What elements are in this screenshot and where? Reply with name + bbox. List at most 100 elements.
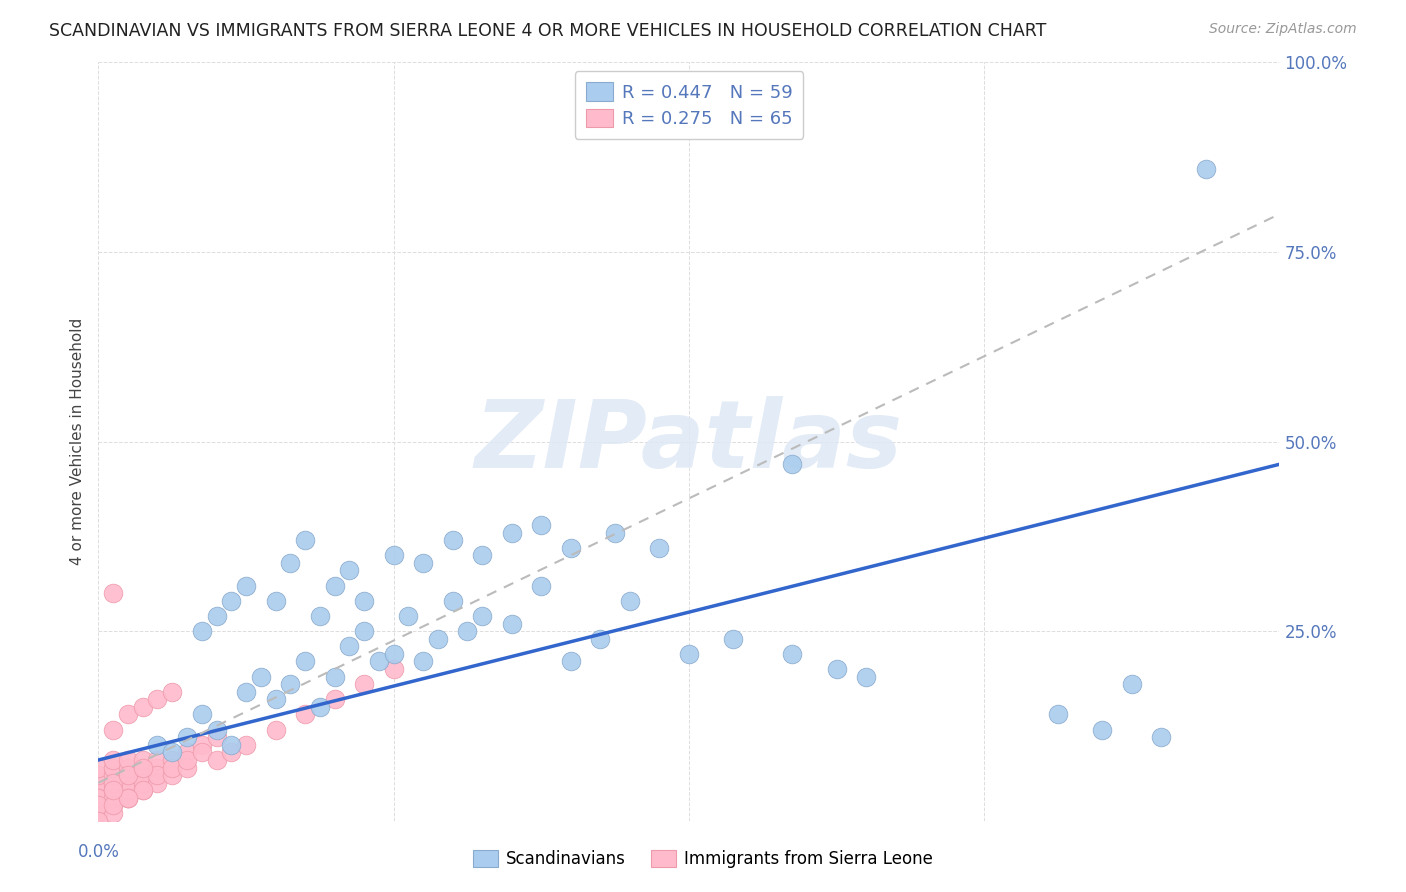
Point bbox=[205, 723, 228, 737]
Point bbox=[309, 699, 332, 714]
Point bbox=[87, 768, 110, 782]
Point bbox=[205, 730, 228, 744]
Point bbox=[723, 632, 745, 646]
Point bbox=[117, 707, 139, 722]
Point bbox=[471, 548, 494, 563]
Point bbox=[87, 760, 110, 774]
Point bbox=[87, 776, 110, 790]
Text: 0.0%: 0.0% bbox=[77, 844, 120, 862]
Point bbox=[235, 579, 257, 593]
Point bbox=[294, 655, 316, 669]
Point bbox=[412, 655, 434, 669]
Point bbox=[648, 541, 671, 555]
Point bbox=[855, 669, 877, 683]
Text: SCANDINAVIAN VS IMMIGRANTS FROM SIERRA LEONE 4 OR MORE VEHICLES IN HOUSEHOLD COR: SCANDINAVIAN VS IMMIGRANTS FROM SIERRA L… bbox=[49, 22, 1046, 40]
Point bbox=[501, 616, 523, 631]
Point bbox=[87, 814, 110, 828]
Text: ZIPatlas: ZIPatlas bbox=[475, 395, 903, 488]
Point bbox=[176, 753, 198, 767]
Point bbox=[87, 783, 110, 797]
Point bbox=[146, 776, 169, 790]
Point bbox=[162, 760, 183, 774]
Point bbox=[619, 594, 641, 608]
Point bbox=[221, 746, 243, 760]
Point bbox=[560, 655, 582, 669]
Point bbox=[382, 548, 405, 563]
Point bbox=[294, 533, 316, 548]
Point bbox=[103, 806, 125, 821]
Point bbox=[146, 692, 169, 706]
Point bbox=[221, 594, 243, 608]
Point bbox=[146, 738, 169, 752]
Point bbox=[117, 791, 139, 805]
Point bbox=[191, 746, 214, 760]
Point bbox=[117, 791, 139, 805]
Point bbox=[146, 760, 169, 774]
Point bbox=[117, 768, 139, 782]
Y-axis label: 4 or more Vehicles in Household: 4 or more Vehicles in Household bbox=[70, 318, 86, 566]
Point bbox=[678, 647, 700, 661]
Point bbox=[146, 768, 169, 782]
Point bbox=[782, 458, 804, 472]
Point bbox=[117, 783, 139, 797]
Point bbox=[1195, 161, 1218, 176]
Point bbox=[103, 791, 125, 805]
Point bbox=[87, 798, 110, 813]
Point bbox=[323, 669, 346, 683]
Point bbox=[87, 798, 110, 813]
Point bbox=[530, 517, 553, 532]
Point bbox=[530, 579, 553, 593]
Point bbox=[103, 753, 125, 767]
Point bbox=[501, 525, 523, 540]
Point bbox=[162, 746, 183, 760]
Point bbox=[132, 776, 155, 790]
Point bbox=[294, 707, 316, 722]
Point bbox=[457, 624, 479, 639]
Point bbox=[103, 760, 125, 774]
Point bbox=[103, 783, 125, 797]
Point bbox=[825, 662, 848, 676]
Point bbox=[309, 608, 332, 623]
Point bbox=[353, 594, 375, 608]
Point bbox=[132, 760, 155, 774]
Point bbox=[117, 753, 139, 767]
Point bbox=[103, 783, 125, 797]
Point bbox=[235, 738, 257, 752]
Point bbox=[87, 798, 110, 813]
Point bbox=[87, 791, 110, 805]
Legend: R = 0.447   N = 59, R = 0.275   N = 65: R = 0.447 N = 59, R = 0.275 N = 65 bbox=[575, 71, 803, 139]
Point bbox=[132, 699, 155, 714]
Point bbox=[605, 525, 627, 540]
Point bbox=[176, 760, 198, 774]
Point bbox=[264, 723, 287, 737]
Point bbox=[87, 806, 110, 821]
Point bbox=[589, 632, 612, 646]
Point bbox=[339, 639, 361, 653]
Point bbox=[103, 776, 125, 790]
Point bbox=[117, 760, 139, 774]
Point bbox=[250, 669, 273, 683]
Point bbox=[132, 783, 155, 797]
Point bbox=[176, 730, 198, 744]
Point bbox=[1121, 677, 1143, 691]
Point bbox=[1091, 723, 1114, 737]
Point bbox=[382, 647, 405, 661]
Point bbox=[191, 624, 214, 639]
Point bbox=[323, 692, 346, 706]
Point bbox=[221, 738, 243, 752]
Point bbox=[264, 594, 287, 608]
Point bbox=[191, 738, 214, 752]
Point bbox=[191, 707, 214, 722]
Point bbox=[368, 655, 391, 669]
Point bbox=[1150, 730, 1173, 744]
Point bbox=[205, 753, 228, 767]
Point bbox=[353, 624, 375, 639]
Point bbox=[87, 791, 110, 805]
Point bbox=[412, 556, 434, 570]
Text: Source: ZipAtlas.com: Source: ZipAtlas.com bbox=[1209, 22, 1357, 37]
Point bbox=[353, 677, 375, 691]
Point bbox=[280, 677, 302, 691]
Point bbox=[382, 662, 405, 676]
Point bbox=[103, 798, 125, 813]
Point bbox=[560, 541, 582, 555]
